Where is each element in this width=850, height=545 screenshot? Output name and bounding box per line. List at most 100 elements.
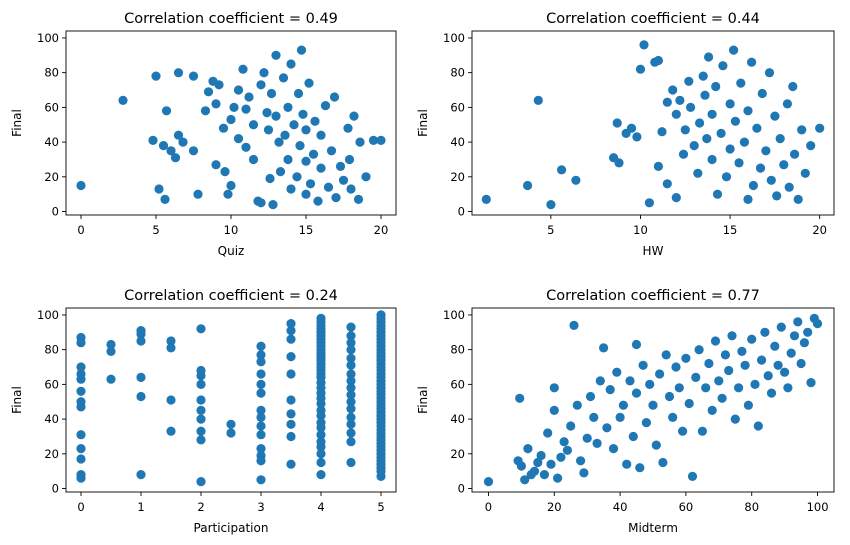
scatter-point bbox=[203, 87, 214, 97]
scatter-point bbox=[286, 459, 296, 469]
scatter-point bbox=[313, 196, 323, 206]
scatter-point bbox=[775, 134, 785, 144]
scatter-point bbox=[536, 450, 546, 461]
scatter-point bbox=[681, 353, 691, 363]
y-tick-label: 60 bbox=[450, 100, 465, 114]
scatter-point bbox=[755, 163, 766, 173]
scatter-point bbox=[178, 137, 188, 147]
scatter-point bbox=[661, 350, 671, 360]
scatter-point bbox=[730, 414, 740, 424]
y-tick-label: 100 bbox=[37, 308, 59, 322]
x-tick-label: 100 bbox=[807, 500, 829, 514]
scatter-point bbox=[724, 365, 734, 376]
subplot-1: 0 5 10 15 20 0 20 40 60 80 100 Correlation coeffici… bbox=[10, 11, 397, 258]
scatter-point bbox=[736, 78, 746, 88]
x-axis-label: Participation bbox=[194, 521, 269, 535]
scatter-point bbox=[680, 125, 690, 135]
scatter-point bbox=[763, 371, 773, 381]
scatter-point bbox=[289, 120, 299, 130]
subplot-2: 5 10 15 20 0 20 40 60 80 100 Correlation coefficie… bbox=[416, 11, 835, 258]
scatter-point bbox=[668, 412, 678, 422]
y-tick-label: 60 bbox=[450, 377, 465, 391]
y-tick-label: 100 bbox=[37, 31, 59, 45]
scatter-point bbox=[546, 200, 556, 210]
scatter-point bbox=[622, 459, 632, 469]
scatter-point bbox=[316, 442, 326, 452]
scatter-point bbox=[310, 116, 320, 126]
axes-frame bbox=[471, 30, 835, 216]
scatter-point bbox=[687, 471, 698, 481]
scatter-point bbox=[286, 352, 296, 362]
subplot-3: 0 1 2 3 4 5 0 20 40 60 80 100 Correlation coefficien… bbox=[10, 288, 397, 535]
scatter-point bbox=[684, 398, 694, 409]
scatter-point bbox=[265, 173, 275, 184]
scatter-point bbox=[154, 184, 164, 194]
scatter-point bbox=[628, 431, 638, 442]
scatter-point bbox=[520, 475, 530, 485]
scatter-point bbox=[678, 149, 689, 159]
scatter-point bbox=[592, 438, 602, 448]
scatter-point bbox=[286, 419, 296, 429]
y-tick-label: 80 bbox=[44, 343, 59, 357]
scatter-point bbox=[779, 160, 789, 170]
x-tick-label: 10 bbox=[633, 223, 648, 237]
x-axis-label: Midterm bbox=[628, 521, 678, 535]
x-tick-label: 10 bbox=[224, 223, 239, 237]
scatter-point bbox=[151, 71, 161, 81]
x-tick-label: 1 bbox=[137, 500, 144, 514]
scatter-point bbox=[170, 153, 181, 163]
scatter-point bbox=[256, 421, 266, 431]
scatter-point bbox=[689, 141, 699, 151]
y-tick-label: 0 bbox=[52, 482, 59, 496]
scatter-point bbox=[757, 88, 767, 99]
scatter-point bbox=[136, 336, 146, 346]
scatter-point bbox=[595, 376, 605, 386]
y-axis-label: Final bbox=[416, 386, 430, 414]
x-tick-label: 0 bbox=[485, 500, 492, 514]
scatter-point bbox=[752, 123, 762, 133]
scatter-point bbox=[635, 463, 645, 473]
scatter-point bbox=[346, 353, 356, 363]
scatter-point bbox=[238, 64, 248, 74]
scatter-point bbox=[346, 184, 356, 194]
y-tick-label: 100 bbox=[443, 308, 465, 322]
scatter-point bbox=[718, 61, 728, 71]
scatter-point bbox=[271, 111, 281, 121]
scatter-point bbox=[196, 395, 206, 405]
y-tick-label: 0 bbox=[52, 205, 59, 219]
scatter-point bbox=[331, 193, 341, 203]
scatter-point bbox=[346, 383, 356, 393]
scatter-point bbox=[344, 154, 355, 165]
scatter-point bbox=[196, 414, 206, 424]
scatter-point bbox=[316, 130, 326, 140]
scatter-point bbox=[200, 106, 211, 116]
scatter-point bbox=[196, 426, 206, 436]
scatter-point bbox=[515, 393, 525, 403]
scatter-point bbox=[323, 182, 334, 192]
scatter-point bbox=[76, 473, 86, 483]
scatter-point bbox=[546, 459, 556, 469]
y-tick-label: 80 bbox=[44, 66, 59, 80]
chart-title: Correlation coefficient = 0.24 bbox=[124, 288, 338, 304]
scatter-point bbox=[173, 68, 184, 78]
scatter-point bbox=[241, 104, 251, 114]
scatter-point bbox=[262, 108, 272, 118]
scatter-point bbox=[523, 444, 533, 454]
scatter-point bbox=[797, 125, 807, 135]
scatter-point bbox=[286, 369, 296, 379]
scatter-point bbox=[346, 369, 356, 379]
scatter-point bbox=[635, 64, 646, 74]
scatter-point bbox=[720, 350, 731, 360]
scatter-point bbox=[674, 383, 684, 393]
scatter-point bbox=[702, 134, 712, 144]
scatter-point bbox=[326, 146, 337, 156]
x-tick-label: 5 bbox=[377, 500, 384, 514]
scatter-point bbox=[710, 336, 721, 346]
scatter-point bbox=[166, 426, 176, 436]
scatter-point bbox=[559, 437, 569, 447]
scatter-point bbox=[725, 99, 735, 109]
scatter-point bbox=[256, 475, 266, 485]
y-tick-label: 80 bbox=[450, 343, 465, 357]
y-tick-label: 20 bbox=[44, 447, 59, 461]
